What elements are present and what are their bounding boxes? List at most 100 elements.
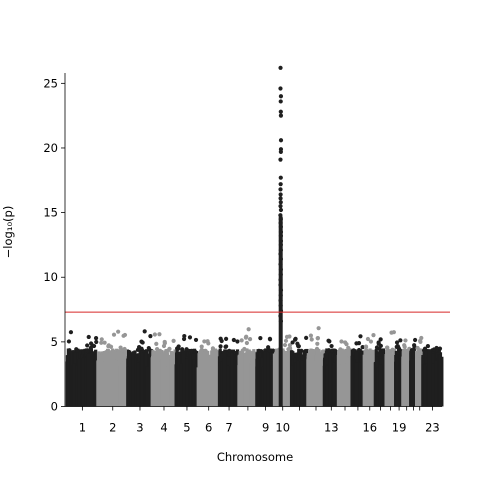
x-tick-label: 6 bbox=[205, 421, 212, 435]
x-tick-label: 1 bbox=[79, 421, 86, 435]
snp-point bbox=[68, 330, 74, 335]
background-point bbox=[311, 360, 315, 407]
x-tick-label: 3 bbox=[136, 421, 143, 435]
background-point bbox=[371, 354, 375, 407]
snp-point bbox=[148, 334, 153, 339]
background-point bbox=[438, 354, 442, 407]
snp-point bbox=[338, 347, 343, 352]
snp-point bbox=[86, 334, 91, 340]
peak-point bbox=[278, 86, 283, 91]
snp-point bbox=[89, 341, 94, 346]
chromosome-4-points bbox=[150, 332, 177, 407]
y-axis-label: −log₁₀(p) bbox=[1, 206, 15, 259]
background-point bbox=[165, 367, 169, 407]
peak-point bbox=[278, 200, 283, 205]
snp-point bbox=[315, 335, 320, 341]
background-point bbox=[245, 351, 249, 407]
snp-point bbox=[256, 348, 261, 354]
background-point bbox=[406, 351, 410, 407]
background-point bbox=[189, 354, 193, 407]
background-point bbox=[363, 366, 368, 407]
background-point bbox=[250, 351, 254, 407]
y-tick-label: 15 bbox=[43, 206, 58, 220]
snp-point bbox=[413, 337, 418, 343]
snp-point bbox=[431, 347, 437, 352]
snp-point bbox=[85, 343, 90, 348]
peak-point bbox=[278, 242, 283, 248]
peak-point bbox=[278, 216, 283, 222]
background-point bbox=[177, 354, 181, 407]
background-point bbox=[77, 358, 82, 407]
background-point bbox=[123, 349, 127, 407]
peak-points bbox=[278, 65, 284, 407]
snp-point bbox=[390, 347, 395, 352]
snp-point bbox=[75, 348, 80, 354]
snp-point bbox=[193, 337, 199, 343]
background-point bbox=[300, 360, 304, 407]
background-point bbox=[199, 352, 203, 407]
snp-point bbox=[419, 335, 424, 341]
snp-point bbox=[157, 332, 162, 337]
background-point bbox=[145, 366, 149, 407]
snp-point bbox=[271, 348, 276, 353]
snp-point bbox=[85, 348, 90, 353]
background-point bbox=[206, 362, 210, 407]
background-point bbox=[404, 353, 408, 407]
snp-point bbox=[176, 344, 181, 349]
peak-point bbox=[278, 272, 283, 277]
background-point bbox=[386, 349, 390, 407]
snp-point bbox=[231, 337, 236, 343]
peak-point bbox=[278, 109, 283, 114]
snp-point bbox=[154, 341, 159, 346]
snp-point bbox=[360, 344, 365, 350]
snp-point bbox=[93, 336, 99, 341]
background-point bbox=[325, 365, 329, 407]
snp-point bbox=[181, 336, 187, 342]
background-point bbox=[317, 348, 321, 407]
snp-point bbox=[244, 340, 249, 346]
snp-point bbox=[365, 336, 371, 342]
background-point bbox=[402, 364, 406, 407]
peak-point bbox=[278, 99, 283, 104]
background-point bbox=[345, 357, 349, 407]
background-point bbox=[263, 351, 267, 407]
peak-point bbox=[278, 220, 283, 226]
background-point bbox=[315, 355, 319, 407]
snp-point bbox=[402, 344, 407, 350]
snp-point bbox=[425, 343, 431, 349]
chromosome-23-points bbox=[421, 343, 444, 407]
snp-point bbox=[206, 341, 211, 346]
peak-point bbox=[278, 247, 283, 253]
background-point bbox=[431, 363, 435, 407]
peak-point bbox=[278, 238, 284, 244]
background-point bbox=[382, 352, 386, 407]
background-point bbox=[160, 352, 164, 407]
background-point bbox=[194, 363, 198, 407]
snp-point bbox=[121, 333, 126, 338]
background-point bbox=[218, 366, 222, 407]
peak-point bbox=[278, 207, 284, 213]
snp-point bbox=[135, 347, 141, 352]
chromosome-8-points bbox=[237, 327, 259, 407]
snp-point bbox=[258, 336, 263, 341]
snp-point bbox=[356, 347, 362, 353]
background-point bbox=[214, 360, 218, 407]
snp-point bbox=[199, 344, 204, 349]
background-point bbox=[423, 365, 427, 407]
snp-point bbox=[296, 343, 301, 349]
snp-point bbox=[223, 344, 228, 349]
x-axis-label: Chromosome bbox=[217, 450, 293, 464]
snp-point bbox=[91, 343, 97, 349]
snp-point bbox=[415, 345, 420, 351]
background-point bbox=[304, 349, 308, 407]
background-point bbox=[203, 367, 207, 407]
snp-point bbox=[326, 338, 331, 343]
background-point bbox=[66, 348, 70, 407]
y-tick-label: 10 bbox=[43, 270, 58, 284]
snp-point bbox=[282, 342, 288, 348]
peak-point bbox=[278, 229, 284, 235]
peak-point bbox=[278, 319, 284, 324]
snp-point bbox=[299, 348, 304, 354]
background-point bbox=[169, 360, 174, 407]
